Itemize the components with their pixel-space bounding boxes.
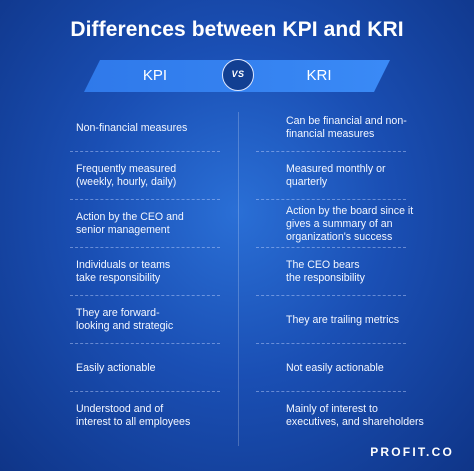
row-divider [256,343,406,344]
row-divider [70,295,220,296]
kri-cell: Can be financial and non- financial meas… [286,115,407,140]
kpi-cell: Frequently measured (weekly, hourly, dai… [76,163,177,188]
kri-cell: Mainly of interest to executives, and sh… [286,403,424,428]
row-divider [70,247,220,248]
row-divider [70,343,220,344]
row-divider [256,151,406,152]
row-divider [70,391,220,392]
table-row: Easily actionable Not easily actionable [0,344,474,392]
comparison-table: Non-financial measures Can be financial … [0,104,474,440]
row-divider [256,295,406,296]
kpi-cell: Easily actionable [76,361,156,374]
kri-header: KRI [306,67,332,84]
kri-cell: The CEO bears the responsibility [286,259,365,284]
row-divider [256,247,406,248]
table-row: Action by the CEO and senior management … [0,200,474,248]
kri-cell: Measured monthly or quarterly [286,163,386,188]
kpi-cell: Understood and of interest to all employ… [76,403,191,428]
kpi-cell: Individuals or teams take responsibility [76,259,171,284]
row-divider [256,199,406,200]
page-title: Differences between KPI and KRI [70,18,404,41]
kri-cell: Not easily actionable [286,361,384,374]
table-row: Individuals or teams take responsibility… [0,248,474,296]
row-divider [70,151,220,152]
table-row: Non-financial measures Can be financial … [0,104,474,152]
table-row: They are forward- looking and strategic … [0,296,474,344]
row-divider [70,199,220,200]
kpi-header: KPI [142,67,168,84]
table-row: Understood and of interest to all employ… [0,392,474,440]
profitco-logo: PROFIT.CO [370,445,454,459]
kpi-cell: Action by the CEO and senior management [76,211,184,236]
kpi-cell: They are forward- looking and strategic [76,307,174,332]
kri-cell: They are trailing metrics [286,313,400,326]
table-row: Frequently measured (weekly, hourly, dai… [0,152,474,200]
column-divider [238,112,239,446]
kpi-cell: Non-financial measures [76,121,188,134]
vs-badge: VS [222,59,254,91]
kri-cell: Action by the board since it gives a sum… [286,204,414,243]
row-divider [256,391,406,392]
